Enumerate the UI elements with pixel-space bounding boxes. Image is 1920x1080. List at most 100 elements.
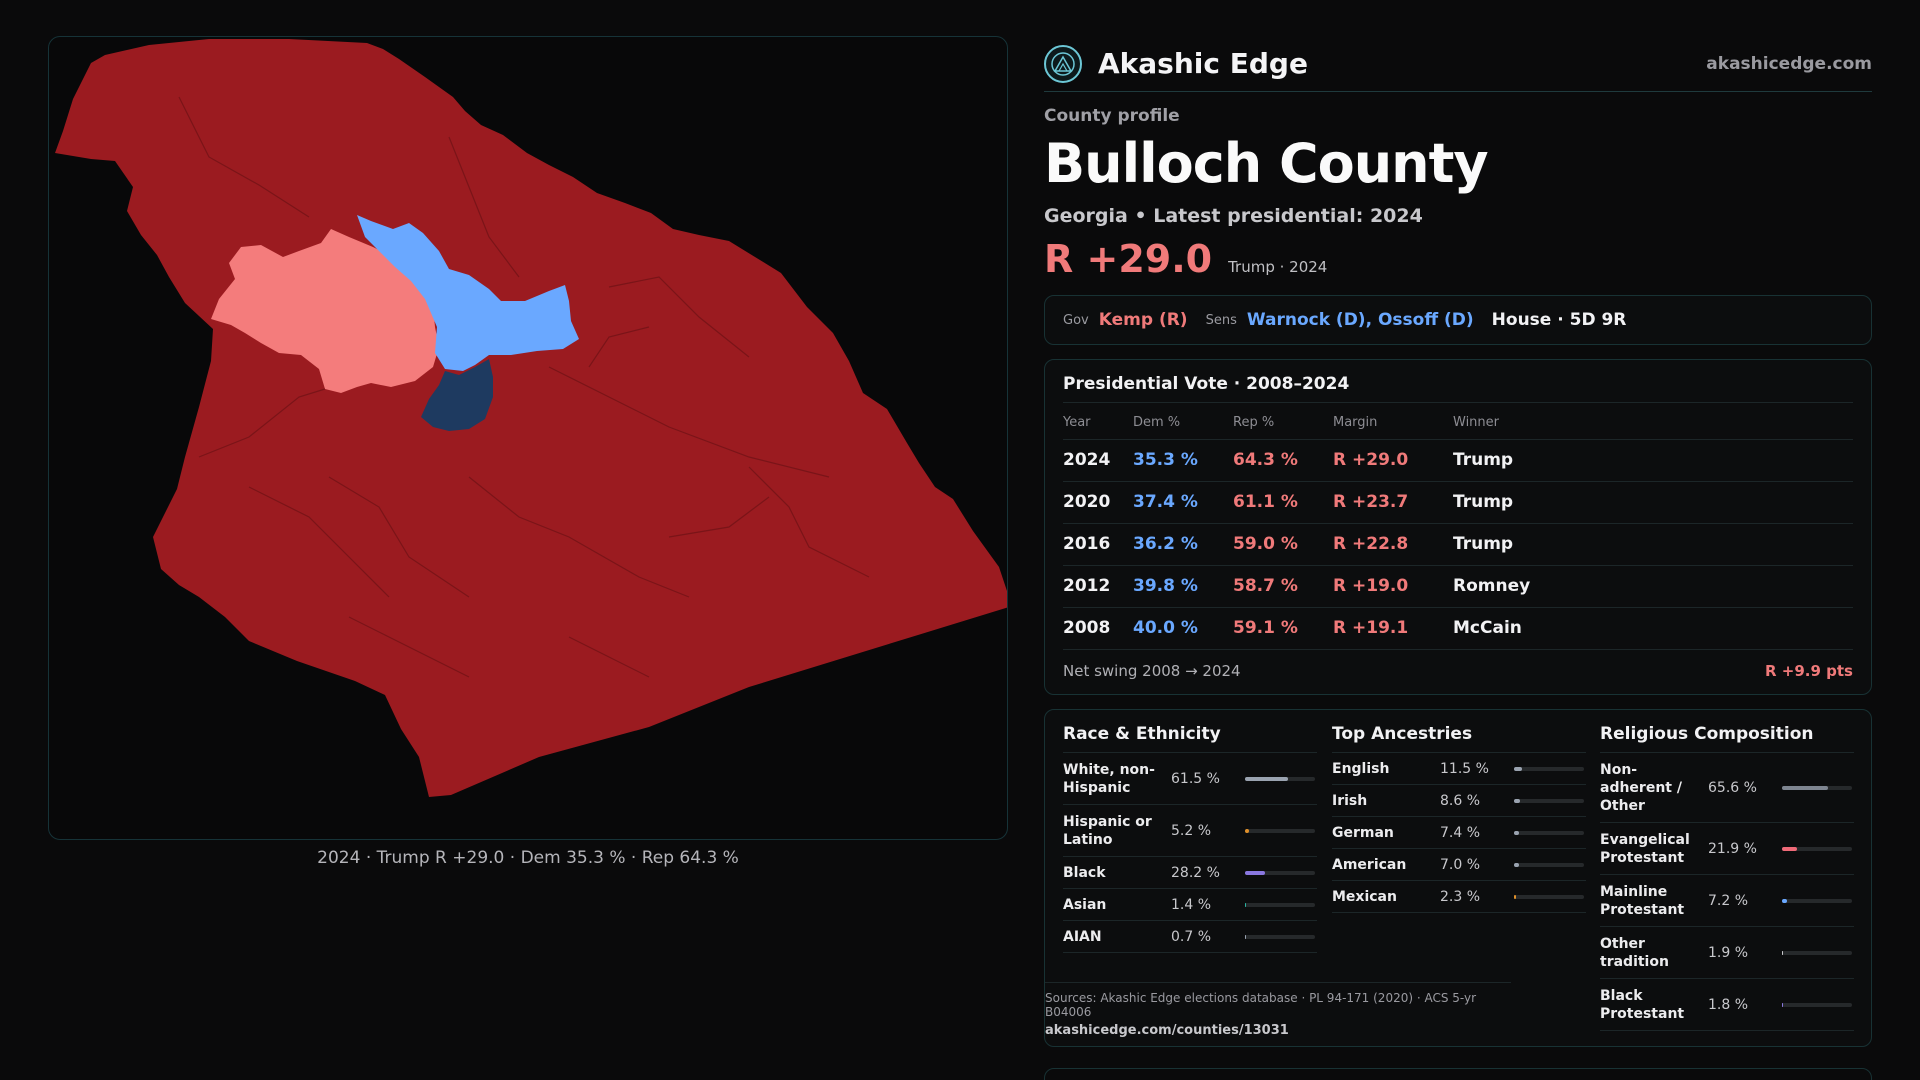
religion-name: Evangelical Protestant bbox=[1600, 831, 1690, 866]
precinct-boundaries bbox=[178, 96, 870, 678]
cell-winner: Trump bbox=[1453, 523, 1853, 566]
race-bar bbox=[1245, 776, 1315, 781]
header-winner: Winner bbox=[1453, 407, 1853, 440]
county-map-panel[interactable] bbox=[48, 36, 1008, 840]
race-bar-fill bbox=[1245, 776, 1289, 781]
race-bar bbox=[1245, 934, 1315, 939]
race-pct: 5.2 % bbox=[1171, 822, 1212, 839]
religion-name: Black Protestant bbox=[1600, 987, 1685, 1022]
ancestry-title: Top Ancestries bbox=[1332, 724, 1586, 753]
cell-rep: 59.0 % bbox=[1233, 523, 1333, 566]
cell-winner: Romney bbox=[1453, 565, 1853, 608]
cell-year: 2020 bbox=[1063, 481, 1133, 524]
cell-winner: Trump bbox=[1453, 439, 1853, 482]
ancestry-bar-fill bbox=[1514, 830, 1520, 835]
list-item: AIAN 0.7 % bbox=[1063, 921, 1317, 953]
list-item: Black 28.2 % bbox=[1063, 857, 1317, 889]
ancestry-pct: 2.3 % bbox=[1440, 888, 1481, 905]
religion-bar-fill bbox=[1782, 785, 1828, 790]
precinct-safe-d[interactable] bbox=[421, 359, 493, 431]
religion-pct: 1.8 % bbox=[1708, 996, 1749, 1013]
presidential-table: Year Dem % Rep % Margin Winner 2024 35.3… bbox=[1063, 407, 1853, 650]
list-item: Evangelical Protestant 21.9 % bbox=[1600, 823, 1854, 875]
ancestry-bar-fill bbox=[1514, 766, 1523, 771]
ancestry-name: Mexican bbox=[1332, 888, 1397, 905]
precinct-lean-r[interactable] bbox=[211, 229, 439, 393]
brand[interactable]: Akashic Edge bbox=[1044, 44, 1308, 83]
race-bar bbox=[1245, 902, 1315, 907]
ancestry-bar bbox=[1514, 894, 1584, 899]
race-bar-fill bbox=[1245, 828, 1249, 833]
cell-rep: 59.1 % bbox=[1233, 607, 1333, 650]
table-row: 2008 40.0 % 59.1 % R +19.1 McCain bbox=[1063, 607, 1853, 650]
headline-margin: R +29.0 bbox=[1044, 237, 1213, 281]
race-bar bbox=[1245, 870, 1315, 875]
ancestry-bar bbox=[1514, 862, 1584, 867]
race-name: Hispanic or Latino bbox=[1063, 813, 1152, 848]
ancestry-name: American bbox=[1332, 856, 1407, 873]
cell-year: 2024 bbox=[1063, 439, 1133, 482]
gov-label: Gov bbox=[1063, 312, 1089, 328]
ancestry-name: Irish bbox=[1332, 792, 1368, 809]
race-pct: 28.2 % bbox=[1171, 864, 1220, 881]
table-row: 2020 37.4 % 61.1 % R +23.7 Trump bbox=[1063, 481, 1853, 524]
race-bar bbox=[1245, 828, 1315, 833]
religion-bar bbox=[1782, 950, 1852, 955]
cell-margin: R +19.1 bbox=[1333, 607, 1453, 650]
next-card-stub bbox=[1044, 1068, 1872, 1080]
cell-year: 2008 bbox=[1063, 607, 1133, 650]
race-bar-fill bbox=[1245, 934, 1246, 939]
page-title: Bulloch County bbox=[1044, 132, 1489, 195]
religion-title: Religious Composition bbox=[1600, 724, 1854, 753]
demographics-card: Race & Ethnicity White, non-Hispanic 61.… bbox=[1044, 709, 1872, 1047]
religion-bar bbox=[1782, 898, 1852, 903]
race-title: Race & Ethnicity bbox=[1063, 724, 1317, 753]
precinct-lean-d[interactable] bbox=[357, 215, 579, 371]
sens-label: Sens bbox=[1205, 312, 1237, 328]
cell-dem: 37.4 % bbox=[1133, 481, 1233, 524]
religion-pct: 7.2 % bbox=[1708, 892, 1749, 909]
sens-value: Warnock (D), Ossoff (D) bbox=[1246, 310, 1474, 330]
swing-value: R +9.9 pts bbox=[1765, 662, 1853, 680]
brand-url-link[interactable]: akashicedge.com bbox=[1706, 53, 1872, 74]
religion-bar bbox=[1782, 1002, 1852, 1007]
ancestry-name: German bbox=[1332, 824, 1394, 841]
religion-name: Mainline Protestant bbox=[1600, 883, 1685, 918]
officials-card: Gov Kemp (R) Sens Warnock (D), Ossoff (D… bbox=[1044, 295, 1872, 345]
sources-footer: Sources: Akashic Edge elections database… bbox=[1045, 982, 1511, 1038]
header-margin: Margin bbox=[1333, 407, 1453, 440]
cell-margin: R +19.0 bbox=[1333, 565, 1453, 608]
ancestry-bar bbox=[1514, 766, 1584, 771]
race-name: AIAN bbox=[1063, 928, 1102, 945]
religion-bar-fill bbox=[1782, 846, 1798, 851]
religion-bar-fill bbox=[1782, 898, 1788, 903]
list-item: Hispanic or Latino 5.2 % bbox=[1063, 805, 1317, 857]
county-subtitle: Georgia • Latest presidential: 2024 bbox=[1044, 205, 1423, 227]
presidential-title: Presidential Vote · 2008–2024 bbox=[1063, 374, 1853, 403]
header-year: Year bbox=[1063, 407, 1133, 440]
cell-dem: 40.0 % bbox=[1133, 607, 1233, 650]
cell-year: 2016 bbox=[1063, 523, 1133, 566]
county-precinct-map[interactable] bbox=[49, 37, 1008, 840]
precinct-safe-r[interactable] bbox=[55, 39, 1008, 797]
race-name: Asian bbox=[1063, 896, 1107, 913]
table-header-row: Year Dem % Rep % Margin Winner bbox=[1063, 407, 1853, 440]
cell-dem: 36.2 % bbox=[1133, 523, 1233, 566]
race-pct: 61.5 % bbox=[1171, 770, 1220, 787]
religion-bar bbox=[1782, 846, 1852, 851]
ancestry-bar bbox=[1514, 830, 1584, 835]
cell-margin: R +22.8 bbox=[1333, 523, 1453, 566]
header-dem: Dem % bbox=[1133, 407, 1233, 440]
headline-note: Trump · 2024 bbox=[1228, 258, 1328, 276]
header-rep: Rep % bbox=[1233, 407, 1333, 440]
list-item: Mainline Protestant 7.2 % bbox=[1600, 875, 1854, 927]
ancestry-bar-fill bbox=[1514, 894, 1516, 899]
sources-url-link[interactable]: akashicedge.com/counties/13031 bbox=[1045, 1023, 1289, 1038]
ancestry-name: English bbox=[1332, 760, 1390, 777]
cell-year: 2012 bbox=[1063, 565, 1133, 608]
list-item: White, non-Hispanic 61.5 % bbox=[1063, 753, 1317, 805]
table-row: 2024 35.3 % 64.3 % R +29.0 Trump bbox=[1063, 439, 1853, 482]
race-ethnicity-section: Race & Ethnicity White, non-Hispanic 61.… bbox=[1063, 724, 1317, 953]
house-value: House · 5D 9R bbox=[1491, 310, 1627, 330]
cell-rep: 61.1 % bbox=[1233, 481, 1333, 524]
